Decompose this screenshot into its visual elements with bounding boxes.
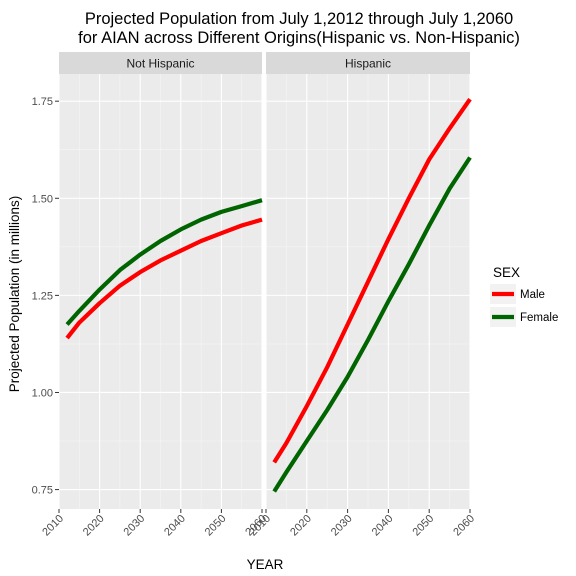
- x-tick-label: 2020: [81, 513, 107, 539]
- chart-title-line-2: for AIAN across Different Origins(Hispan…: [78, 29, 520, 47]
- x-tick-label: 2030: [122, 513, 148, 539]
- y-tick-label: 1.25: [32, 290, 53, 302]
- legend-title: SEX: [493, 265, 520, 280]
- legend-label-male: Male: [520, 289, 545, 301]
- series-line-female: [65, 198, 263, 326]
- x-tick-label: 2030: [329, 513, 355, 539]
- facet-panels: Not Hispanic Hispanic: [58, 52, 472, 509]
- y-tick-label: 0.75: [32, 485, 53, 497]
- legend: SEX Male Female: [490, 265, 558, 327]
- legend-label-female: Female: [520, 312, 558, 324]
- x-tick-label: 2020: [288, 513, 314, 539]
- y-tick-label: 1.50: [32, 193, 53, 205]
- series-line-female: [272, 156, 472, 493]
- x-tick-label: 2050: [411, 513, 437, 539]
- series-line-male: [65, 217, 263, 340]
- x-axis: 2010 2020 2030 2040 2050 2060 2010 2020 2030 2040…: [40, 509, 477, 538]
- series-line-male: [272, 97, 472, 464]
- chart-title-line-1: Projected Population from July 1,2012 th…: [85, 10, 513, 28]
- x-tick-label: 2050: [203, 513, 229, 539]
- x-tick-label: 2010: [247, 513, 273, 539]
- facet-strip: [266, 52, 470, 74]
- x-tick-label: 2040: [162, 513, 188, 539]
- facet-panel: Not Hispanic: [58, 52, 263, 509]
- x-axis-title: YEAR: [247, 557, 284, 572]
- y-axis-title: Projected Population (in millions): [7, 196, 22, 393]
- y-tick-label: 1.00: [32, 387, 53, 399]
- facet-strip-label: Hispanic: [345, 57, 391, 71]
- y-axis: 0.75 1.00 1.25 1.50 1.75: [32, 96, 59, 497]
- x-tick-label: 2060: [451, 513, 477, 539]
- facet-strip: [59, 52, 262, 74]
- x-tick-label: 2010: [40, 513, 66, 539]
- y-tick-label: 1.75: [32, 96, 53, 108]
- facet-strip-label: Not Hispanic: [126, 57, 194, 71]
- facet-panel: Hispanic: [265, 52, 472, 509]
- x-tick-label: 2040: [370, 513, 396, 539]
